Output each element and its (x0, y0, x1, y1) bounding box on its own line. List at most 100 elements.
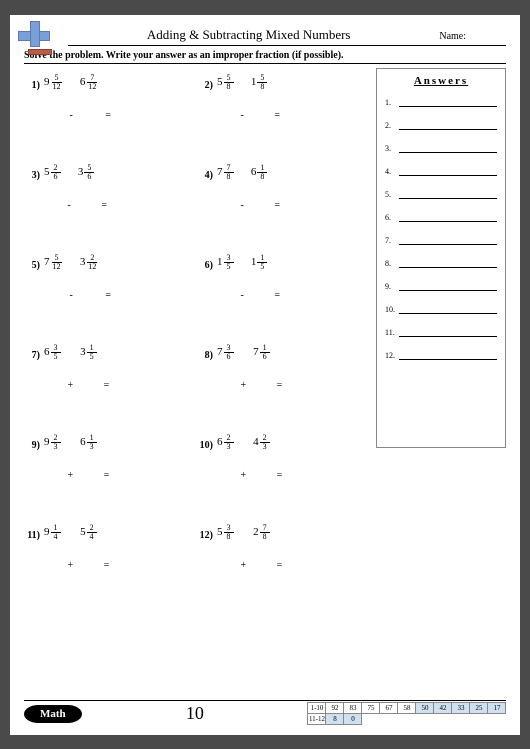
worksheet-title: Adding & Subtracting Mixed Numbers (68, 27, 429, 43)
answer-blank[interactable] (399, 212, 497, 222)
equals: = (105, 110, 111, 121)
problem: 5)7512-3212= (24, 248, 197, 338)
operator: + (241, 560, 247, 571)
footer: Math 10 1-109283756758504233251711-1280 (24, 700, 506, 725)
mixed-number-a: 736 (217, 344, 234, 361)
answer-blank[interactable] (399, 189, 497, 199)
answer-blank[interactable] (399, 143, 497, 153)
answer-blank[interactable] (399, 166, 497, 176)
content-area: 1)9512-6712=2)558-158=3)526-356=4)778-61… (24, 68, 506, 608)
answer-blank[interactable] (399, 258, 497, 268)
answer-blank[interactable] (399, 235, 497, 245)
mixed-number-b: 115 (251, 254, 268, 271)
equals: = (104, 470, 110, 481)
equals: = (277, 560, 283, 571)
answer-number: 8. (385, 259, 399, 268)
mixed-number-b: 158 (251, 74, 268, 91)
equals: = (104, 380, 110, 391)
equals: = (277, 380, 283, 391)
problem-number: 8) (197, 350, 213, 361)
operator: + (68, 560, 74, 571)
problem-number: 11) (24, 530, 40, 541)
answer-number: 4. (385, 167, 399, 176)
problem-number: 6) (197, 260, 213, 271)
answer-line: 7. (385, 235, 497, 245)
answer-number: 1. (385, 98, 399, 107)
operator: + (241, 470, 247, 481)
answer-blank[interactable] (399, 281, 497, 291)
math-badge: Math (24, 705, 82, 723)
answer-blank[interactable] (399, 120, 497, 130)
answer-line: 8. (385, 258, 497, 268)
mixed-number-a: 778 (217, 164, 234, 181)
answer-blank[interactable] (399, 327, 497, 337)
problem: 3)526-356= (24, 158, 197, 248)
worksheet-page: Adding & Subtracting Mixed Numbers Name:… (10, 15, 520, 735)
score-cell: 17 (487, 702, 506, 714)
problem: 7) 635 +315 = (24, 338, 197, 428)
equals: = (274, 290, 280, 301)
equals: = (274, 110, 280, 121)
operator: + (68, 380, 74, 391)
mixed-number-a: 558 (217, 74, 234, 91)
answer-blank[interactable] (399, 304, 497, 314)
problem: 4) 778 - 618 = (197, 158, 370, 248)
answer-number: 7. (385, 236, 399, 245)
score-cell: 0 (343, 713, 362, 725)
problem-number: 1) (24, 80, 40, 91)
problem: 10)623+423= (197, 428, 370, 518)
answer-blank[interactable] (399, 97, 497, 107)
answer-number: 5. (385, 190, 399, 199)
equals: = (277, 470, 283, 481)
problem-number: 4) (197, 170, 213, 181)
mixed-number-b: 618 (251, 164, 268, 181)
operator: - (68, 200, 71, 211)
mixed-number-b: 356 (78, 164, 95, 181)
problem: 1)9512-6712= (24, 68, 197, 158)
mixed-number-a: 135 (217, 254, 234, 271)
mixed-number-b: 524 (80, 524, 97, 541)
problem-number: 12) (197, 530, 213, 541)
score-cell: 50 (415, 702, 434, 714)
answer-line: 4. (385, 166, 497, 176)
problem-number: 5) (24, 260, 40, 271)
problem: 9)923+613= (24, 428, 197, 518)
name-label: Name: (439, 31, 466, 42)
instruction-text: Solve the problem. Write your answer as … (24, 50, 506, 64)
operator: + (241, 380, 247, 391)
mixed-number-b: 613 (80, 434, 97, 451)
answer-line: 5. (385, 189, 497, 199)
answers-title: Answers (385, 75, 497, 87)
mixed-number-b: 315 (80, 344, 97, 361)
operator: + (68, 470, 74, 481)
score-cell: 75 (361, 702, 380, 714)
score-cell: 42 (433, 702, 452, 714)
answer-number: 6. (385, 213, 399, 222)
answer-line: 10. (385, 304, 497, 314)
mixed-number-a: 526 (44, 164, 61, 181)
operator: - (241, 200, 244, 211)
mixed-number-a: 623 (217, 434, 234, 451)
problems-grid: 1)9512-6712=2)558-158=3)526-356=4)778-61… (24, 68, 376, 608)
problem-number: 9) (24, 440, 40, 451)
answer-line: 3. (385, 143, 497, 153)
answer-line: 6. (385, 212, 497, 222)
mixed-number-b: 716 (253, 344, 270, 361)
problem: 6)135-115= (197, 248, 370, 338)
equals: = (104, 560, 110, 571)
answer-blank[interactable] (399, 350, 497, 360)
header-row: Adding & Subtracting Mixed Numbers Name: (68, 27, 506, 46)
mixed-number-b: 6712 (80, 74, 99, 91)
mixed-number-a: 7512 (44, 254, 63, 271)
mixed-number-a: 914 (44, 524, 61, 541)
mixed-number-a: 635 (44, 344, 61, 361)
equals: = (274, 200, 280, 211)
plus-minus-logo (18, 21, 54, 55)
answer-number: 9. (385, 282, 399, 291)
answer-line: 11. (385, 327, 497, 337)
problem-number: 7) (24, 350, 40, 361)
operator: - (70, 290, 73, 301)
answer-line: 2. (385, 120, 497, 130)
mixed-number-b: 423 (253, 434, 270, 451)
problem-number: 2) (197, 80, 213, 91)
